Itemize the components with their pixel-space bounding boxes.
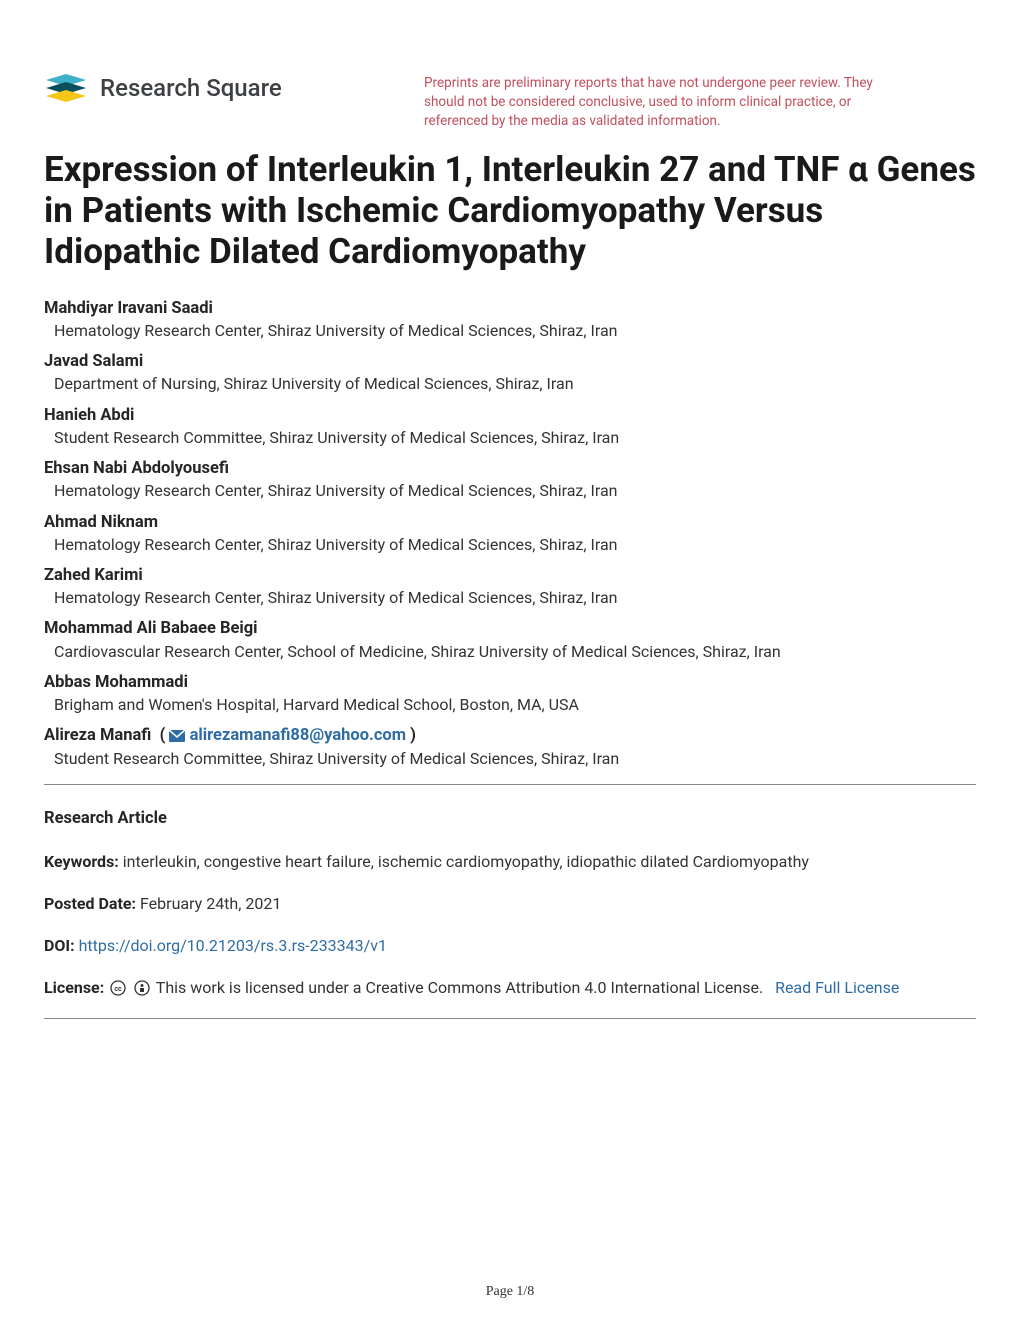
- corresponding-author-name: Alireza Manafi: [44, 726, 151, 745]
- logo-text: Research Square: [100, 74, 282, 102]
- posted-date-label: Posted Date:: [44, 894, 136, 913]
- preprint-disclaimer: Preprints are preliminary reports that h…: [424, 72, 884, 131]
- corresponding-email-link[interactable]: alirezamanafi88@yahoo.com: [190, 726, 406, 745]
- article-title: Expression of Interleukin 1, Interleukin…: [44, 149, 976, 273]
- author-affiliation: Hematology Research Center, Shiraz Unive…: [44, 480, 976, 502]
- keywords-row: Keywords: interleukin, congestive heart …: [44, 850, 976, 874]
- author-affiliation: Student Research Committee, Shiraz Unive…: [44, 748, 976, 770]
- license-label: License:: [44, 978, 104, 997]
- author-block: Zahed Karimi Hematology Research Center,…: [44, 564, 976, 609]
- page-header: Research Square Preprints are preliminar…: [44, 72, 976, 131]
- author-name: Javad Salami: [44, 350, 976, 373]
- author-name: Abbas Mohammadi: [44, 671, 976, 694]
- keywords-value: interleukin, congestive heart failure, i…: [123, 852, 809, 871]
- posted-date-row: Posted Date: February 24th, 2021: [44, 892, 976, 916]
- author-name: Ahmad Niknam: [44, 511, 976, 534]
- logo-area: Research Square: [44, 72, 424, 104]
- license-row: License: cc This work is licensed under …: [44, 976, 976, 1000]
- section-divider-bottom: [44, 1018, 976, 1019]
- cc-icon: cc: [110, 980, 126, 996]
- read-full-license-link[interactable]: Read Full License: [775, 978, 899, 997]
- license-spacer: [767, 978, 775, 997]
- author-block: Abbas Mohammadi Brigham and Women's Hosp…: [44, 671, 976, 716]
- author-affiliation: Brigham and Women's Hospital, Harvard Me…: [44, 694, 976, 716]
- doi-row: DOI: https://doi.org/10.21203/rs.3.rs-23…: [44, 934, 976, 958]
- author-affiliation: Hematology Research Center, Shiraz Unive…: [44, 534, 976, 556]
- author-name: Ehsan Nabi Abdolyousefi: [44, 457, 976, 480]
- author-block: Hanieh Abdi Student Research Committee, …: [44, 404, 976, 449]
- author-affiliation: Hematology Research Center, Shiraz Unive…: [44, 587, 976, 609]
- article-type: Research Article: [44, 807, 976, 832]
- author-block: Mohammad Ali Babaee Beigi Cardiovascular…: [44, 617, 976, 662]
- email-paren-close: ): [410, 726, 416, 745]
- author-name: Mahdiyar Iravani Saadi: [44, 297, 976, 320]
- author-block: Mahdiyar Iravani Saadi Hematology Resear…: [44, 297, 976, 342]
- doi-link[interactable]: https://doi.org/10.21203/rs.3.rs-233343/…: [79, 936, 387, 955]
- metadata-section: Research Article Keywords: interleukin, …: [44, 807, 976, 1000]
- keywords-label: Keywords:: [44, 852, 119, 871]
- research-square-logo-icon: [44, 72, 88, 104]
- author-affiliation: Hematology Research Center, Shiraz Unive…: [44, 320, 976, 342]
- author-name: Alireza Manafi ( alirezamanafi88@yahoo.c…: [44, 724, 976, 747]
- section-divider: [44, 784, 976, 785]
- author-affiliation: Department of Nursing, Shiraz University…: [44, 373, 976, 395]
- author-block: Ahmad Niknam Hematology Research Center,…: [44, 511, 976, 556]
- author-affiliation: Cardiovascular Research Center, School o…: [44, 641, 976, 663]
- email-paren-open: (: [155, 726, 169, 745]
- license-text: This work is licensed under a Creative C…: [156, 978, 763, 997]
- posted-date-value: February 24th, 2021: [140, 894, 281, 913]
- author-name: Zahed Karimi: [44, 564, 976, 587]
- doi-label: DOI:: [44, 936, 75, 955]
- author-affiliation: Student Research Committee, Shiraz Unive…: [44, 427, 976, 449]
- page-footer: Page 1/8: [0, 1284, 1020, 1300]
- author-block: Ehsan Nabi Abdolyousefi Hematology Resea…: [44, 457, 976, 502]
- cc-by-icon: [134, 980, 150, 996]
- author-name: Mohammad Ali Babaee Beigi: [44, 617, 976, 640]
- author-name: Hanieh Abdi: [44, 404, 976, 427]
- svg-text:cc: cc: [115, 985, 123, 993]
- authors-list: Mahdiyar Iravani Saadi Hematology Resear…: [44, 297, 976, 770]
- email-icon: [169, 730, 185, 742]
- author-block: Javad Salami Department of Nursing, Shir…: [44, 350, 976, 395]
- corresponding-author-block: Alireza Manafi ( alirezamanafi88@yahoo.c…: [44, 724, 976, 769]
